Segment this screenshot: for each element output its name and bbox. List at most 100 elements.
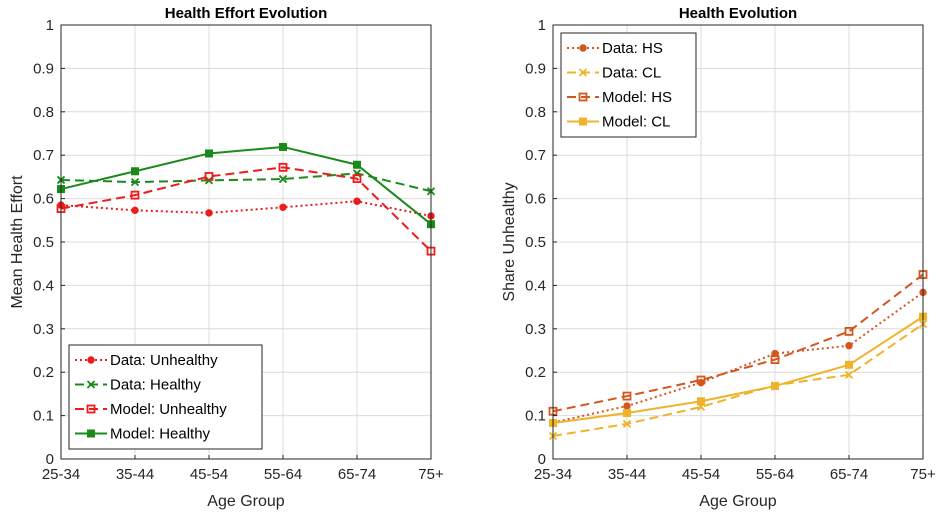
right-chart-data-point-data-cl (844, 370, 854, 379)
left-chart-legend-label-model-unhealthy: Model: Unhealthy (110, 401, 227, 418)
right-chart-y-tick-label: 0.4 (525, 277, 546, 294)
right-chart-data-point-model-hs (622, 391, 632, 401)
right-chart-data-point-model-cl (623, 408, 631, 417)
right-chart-legend-marker-model-hs (578, 92, 588, 102)
left-chart-legend-marker-model-healthy (87, 429, 95, 438)
left-chart-data-point-model-healthy (279, 142, 287, 151)
right-chart-y-tick-label: 0.5 (525, 234, 546, 251)
left-chart-y-tick-label: 0.3 (33, 321, 54, 338)
left-chart-y-tick-label: 0.9 (33, 60, 54, 77)
left-chart-series-line-model-healthy (60, 145, 432, 225)
right-chart-legend: Data: HS Data: CL Model: HS Model: CL (560, 32, 697, 138)
right-chart-y-tick-label: 0.2 (525, 364, 546, 381)
left-chart-data-point-model-healthy (353, 160, 361, 169)
right-chart-y-tick-label: 0.3 (525, 321, 546, 338)
left-chart-data-point-model-unhealthy (278, 162, 288, 172)
right-chart-y-tick-label: 1 (538, 17, 546, 34)
left-chart-y-tick-label: 0.1 (33, 408, 54, 425)
right-chart-y-tick-label: 0.8 (525, 104, 546, 121)
left-chart-y-tick-label: 1 (46, 17, 54, 34)
left-chart-legend-label-model-healthy: Model: Healthy (110, 426, 211, 443)
left-chart-legend-marker-data-unhealthy (87, 356, 95, 364)
right-chart-title: Health Evolution (679, 5, 797, 22)
right-chart-x-tick-label: 35-44 (608, 466, 646, 483)
right-chart-series-data-cl (548, 319, 928, 441)
right-chart-legend-marker-data-hs (579, 44, 587, 52)
left-chart-health-effort: Health Effort Evolution Age Group Mean H… (9, 5, 444, 510)
right-chart-legend-label-data-hs: Data: HS (602, 40, 663, 57)
left-chart-x-tick-label: 25-34 (42, 466, 80, 483)
left-chart-legend: Data: Unhealthy Data: Healthy Model: Unhea… (68, 344, 263, 450)
right-chart-x-tick-label: 55-64 (756, 466, 794, 483)
left-chart-axes-box (60, 24, 432, 460)
right-chart-legend-marker-data-cl (578, 68, 588, 77)
left-chart-x-tick-label: 75+ (418, 466, 444, 483)
right-chart-y-tick-label: 0.9 (525, 60, 546, 77)
left-chart-x-tick-label: 35-44 (116, 466, 154, 483)
left-chart-data-point-model-unhealthy (204, 172, 214, 181)
left-chart-data-point-model-healthy (205, 149, 213, 158)
left-chart-title: Health Effort Evolution (165, 5, 328, 22)
right-chart-y-tick-label: 0.7 (525, 147, 546, 164)
right-chart-series-data-hs (549, 288, 927, 427)
left-chart-x-tick-label: 65-74 (338, 466, 376, 483)
left-chart-y-tick-label: 0.8 (33, 104, 54, 121)
right-chart-data-point-data-hs (623, 402, 631, 410)
right-chart-y-tick-label: 0.1 (525, 408, 546, 425)
left-chart-x-tick-label: 45-54 (190, 466, 228, 483)
right-chart-y-tick-label: 0 (538, 451, 546, 468)
left-chart-legend-marker-data-healthy (86, 380, 96, 389)
right-chart-axes-box (552, 24, 924, 460)
right-chart-y-axis-label: Share Unhealthy (501, 182, 518, 301)
right-chart-x-tick-label: 75+ (910, 466, 936, 483)
left-chart-y-axis-label: Mean Health Effort (9, 175, 26, 309)
right-chart-data-point-model-hs (696, 375, 706, 385)
left-chart-x-tick-label: 55-64 (264, 466, 302, 483)
left-chart-legend-marker-model-unhealthy (86, 404, 96, 414)
left-chart-data-point-data-healthy (278, 174, 288, 184)
right-chart-health-evolution: Health Evolution Age Group Share Unhealt… (501, 5, 936, 510)
left-chart-data-point-data-healthy (130, 177, 140, 187)
right-chart-y-tick-label: 0.6 (525, 191, 546, 208)
left-chart-y-tick-label: 0.7 (33, 147, 54, 164)
right-chart-series-line-model-hs (552, 273, 924, 413)
right-chart-data-point-data-hs (845, 342, 853, 350)
right-chart-data-point-model-hs (770, 355, 780, 365)
left-chart-legend-box (68, 344, 263, 450)
left-chart-series-model-healthy (57, 142, 435, 229)
left-chart-y-tick-label: 0.5 (33, 234, 54, 251)
right-chart-data-point-model-hs (844, 327, 854, 336)
left-chart-y-tick-label: 0.4 (33, 277, 54, 294)
left-chart-data-point-model-unhealthy (130, 190, 140, 200)
right-chart-data-point-model-cl (697, 397, 705, 406)
right-chart-x-tick-label: 25-34 (534, 466, 572, 483)
left-chart-series-data-unhealthy (57, 197, 435, 220)
left-chart-series-line-data-unhealthy (60, 200, 432, 217)
left-chart-y-tick-label: 0.2 (33, 364, 54, 381)
right-chart-data-point-model-cl (771, 382, 779, 391)
left-chart-series-line-data-healthy (60, 172, 432, 193)
left-chart-data-point-model-unhealthy (352, 174, 362, 184)
left-chart-y-tick-label: 0 (46, 451, 54, 468)
right-chart-series-line-data-hs (552, 291, 924, 424)
left-chart-data-point-data-unhealthy (131, 206, 139, 215)
right-chart-series-line-model-cl (552, 315, 924, 424)
left-chart-legend-label-data-unhealthy: Data: Unhealthy (110, 352, 218, 369)
right-chart-legend-marker-model-cl (579, 117, 587, 126)
left-chart-series-line-model-unhealthy (60, 166, 432, 252)
left-chart-x-axis-label: Age Group (207, 493, 284, 510)
right-chart-data-point-model-cl (845, 360, 853, 369)
right-chart-series-line-data-cl (552, 323, 924, 437)
right-chart-x-tick-label: 45-54 (682, 466, 720, 483)
left-chart-y-tick-label: 0.6 (33, 191, 54, 208)
left-chart-data-point-model-healthy (131, 167, 139, 176)
right-chart-data-point-data-cl (622, 419, 632, 428)
left-chart-legend-label-data-healthy: Data: Healthy (110, 377, 201, 394)
right-chart-x-axis-label: Age Group (699, 493, 776, 510)
right-chart-legend-label-data-cl: Data: CL (602, 65, 661, 82)
left-chart-data-point-data-unhealthy (279, 203, 287, 211)
left-chart-data-point-data-unhealthy (353, 197, 361, 205)
left-chart-data-point-data-unhealthy (205, 209, 213, 217)
right-chart-legend-label-model-cl: Model: CL (602, 114, 670, 131)
